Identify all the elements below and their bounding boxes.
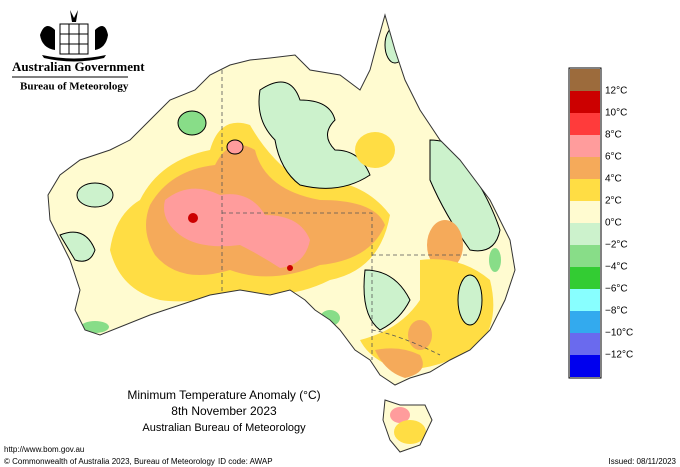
bureau-name: Bureau of Meteorology	[20, 81, 129, 93]
footer-copyright: © Commonwealth of Australia 2023, Bureau…	[4, 457, 215, 466]
legend-swatch	[570, 91, 600, 113]
legend: 12°C 10°C 8°C 6°C 4°C 2°C 0°C −2°C −4°C −6°C −8°C −…	[568, 67, 633, 379]
legend-swatch	[570, 179, 600, 201]
legend-label: 4°C	[605, 174, 622, 185]
footer-issued: Issued: 08/11/2023	[609, 457, 677, 466]
legend-swatch	[570, 201, 600, 223]
legend-frame	[568, 67, 602, 379]
legend-label: 0°C	[605, 218, 622, 229]
legend-label: 8°C	[605, 130, 622, 141]
legend-swatch	[570, 267, 600, 289]
legend-label: 2°C	[605, 196, 622, 207]
legend-swatch	[570, 333, 600, 355]
legend-swatch	[570, 69, 600, 91]
coat-of-arms	[40, 10, 108, 62]
government-name: Australian Government	[12, 59, 145, 74]
legend-label: −12°C	[605, 350, 633, 361]
map-source: Australian Bureau of Meteorology	[142, 422, 306, 434]
legend-label: −4°C	[605, 262, 628, 273]
map-title: Minimum Temperature Anomaly (°C)	[127, 388, 320, 402]
legend-label: −10°C	[605, 328, 633, 339]
footer-id-code: ID code: AWAP	[218, 457, 273, 466]
legend-label: 10°C	[605, 108, 627, 119]
legend-swatch	[570, 289, 600, 311]
legend-label: −8°C	[605, 306, 628, 317]
footer-url: http://www.bom.gov.au	[4, 445, 84, 454]
map-date: 8th November 2023	[171, 404, 277, 418]
legend-swatch	[570, 311, 600, 333]
legend-label: −6°C	[605, 284, 628, 295]
legend-swatch	[570, 157, 600, 179]
legend-swatch	[570, 113, 600, 135]
legend-swatch	[570, 355, 600, 377]
legend-swatch	[570, 223, 600, 245]
legend-label: −2°C	[605, 240, 628, 251]
legend-label: 12°C	[605, 86, 627, 97]
legend-label: 6°C	[605, 152, 622, 163]
legend-swatch	[570, 245, 600, 267]
legend-swatch	[570, 135, 600, 157]
